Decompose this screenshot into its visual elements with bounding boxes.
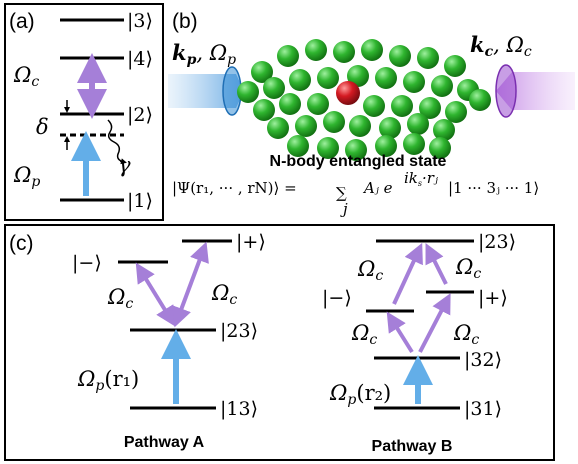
pathway-b-control-lower-right-arrow <box>418 293 451 353</box>
pathway-b-omega-c-lower-left: Ωc <box>351 321 377 348</box>
entangled-state-title: N-body entangled state <box>270 153 447 170</box>
green-atom <box>287 135 309 157</box>
green-atom <box>403 133 425 155</box>
green-atom <box>251 61 273 83</box>
green-atom <box>375 135 397 157</box>
equation-sum-symbol: ∑ <box>336 184 347 202</box>
panel-b-label: (b) <box>172 10 198 33</box>
green-atom <box>253 99 275 121</box>
green-atom <box>279 93 301 115</box>
panel-a-label: (a) <box>9 10 35 33</box>
pathway-a-23-label: |23⟩ <box>220 320 258 342</box>
pathway-b: |23⟩ |−⟩ |+⟩ |32⟩ |31⟩ Ωc Ωc Ωc Ωc Ωp(r₂… <box>322 231 516 455</box>
green-atom <box>444 55 466 77</box>
pathway-a-control-left-arrow <box>135 262 176 327</box>
green-atom <box>289 69 311 91</box>
green-atom <box>263 77 285 99</box>
green-atom <box>403 71 425 93</box>
pathway-a-13-label: |13⟩ <box>220 398 258 420</box>
pathway-b-plus-label: |+⟩ <box>478 287 508 309</box>
equation-amplitude: Aⱼ e <box>362 179 393 197</box>
green-atom <box>391 95 413 117</box>
green-atom <box>429 137 451 159</box>
state-equation: |Ψ(r₁, ··· , rN)⟩ = ∑ j Aⱼ e iks·rⱼ |1 ·… <box>172 169 539 218</box>
green-atom <box>277 45 299 67</box>
ket-4-label: |4⟩ <box>127 48 153 70</box>
green-atom <box>379 117 401 139</box>
panel-a-frame <box>4 3 164 221</box>
decay-wavy-arrow <box>107 119 127 165</box>
red-excited-atom <box>336 81 360 105</box>
delta-label: δ <box>36 115 49 139</box>
pathway-b-omega-c-upper-left: Ωc <box>357 257 383 284</box>
green-atom <box>323 111 345 133</box>
pathway-b-omega-c-upper-right: Ωc <box>455 255 481 282</box>
probe-k-omega-label: kp, Ωp <box>172 40 236 68</box>
pathway-b-control-upper-left-arrow <box>392 242 423 305</box>
green-atom <box>333 41 355 63</box>
pathway-a-omega-c-left: Ωc <box>107 285 133 312</box>
equation-ket: |1 ··· 3ⱼ ··· 1⟩ <box>448 179 539 197</box>
pathway-a-plus-label: |+⟩ <box>236 231 266 253</box>
pathway-a-omega-c-right: Ωc <box>211 281 237 308</box>
omega-p-label: Ωp <box>13 163 40 190</box>
pathway-a: |−⟩ |+⟩ |23⟩ |13⟩ Ωc Ωc Ωp(r₁) Pathway A <box>72 231 266 451</box>
pathway-b-control-upper-right-arrow <box>425 243 448 285</box>
green-atom <box>407 113 429 135</box>
panel-c: (c) |−⟩ |+⟩ |23⟩ |13⟩ Ωc Ωc Ωp(r₁) Pathw… <box>4 224 555 461</box>
pathway-b-32-label: |32⟩ <box>464 349 502 371</box>
green-atom <box>295 115 317 137</box>
green-atom <box>317 67 339 89</box>
equation-lhs: |Ψ(r₁, ··· , rN)⟩ = <box>172 179 297 197</box>
green-atom <box>433 119 455 141</box>
ket-3-label: |3⟩ <box>127 10 153 32</box>
control-k-omega-label: kc, Ωc <box>470 32 532 60</box>
green-atom <box>347 65 369 87</box>
green-atom <box>307 93 329 115</box>
pathway-b-control-lower-left-arrow <box>386 311 414 354</box>
green-atom <box>469 89 491 111</box>
pathway-b-23-label: |23⟩ <box>478 231 516 253</box>
pathway-a-caption: Pathway A <box>124 434 205 451</box>
green-atom <box>345 139 367 161</box>
green-atom <box>431 75 453 97</box>
green-atom <box>361 39 383 61</box>
green-atom <box>305 39 327 61</box>
pathway-b-minus-label: |−⟩ <box>322 287 352 309</box>
panel-c-label: (c) <box>9 232 34 255</box>
equation-sum-index: j <box>340 200 348 218</box>
pathway-b-omega-p-label: Ωp(r₂) <box>329 381 391 408</box>
atom-cloud <box>237 39 491 161</box>
omega-c-label: Ωc <box>13 63 39 90</box>
green-atom <box>375 67 397 89</box>
pathway-a-omega-p-label: Ωp(r₁) <box>77 367 139 394</box>
ket-1-label: |1⟩ <box>127 190 153 212</box>
panel-b: (b) kp, Ωp kc, Ωc N-body entangled state… <box>168 10 575 218</box>
panel-a: (a) |3⟩ |4⟩ |2⟩ |1⟩ Ωc Ωp δ γ <box>4 3 164 221</box>
gamma-label: γ <box>118 153 131 177</box>
green-atom <box>445 101 467 123</box>
equation-exponent: iks·rⱼ <box>404 169 438 188</box>
pathway-a-control-right-arrow <box>172 241 209 328</box>
pathway-b-omega-c-lower-right: Ωc <box>453 321 479 348</box>
green-atom <box>267 117 289 139</box>
green-atom <box>317 137 339 159</box>
green-atom <box>237 81 259 103</box>
green-atom <box>363 95 385 117</box>
green-atom <box>389 45 411 67</box>
ket-2-label: |2⟩ <box>127 104 153 126</box>
pathway-a-minus-label: |−⟩ <box>72 252 102 274</box>
green-atom <box>419 97 441 119</box>
pathway-b-caption: Pathway B <box>372 438 453 455</box>
green-atom <box>417 47 439 69</box>
pathway-b-31-label: |31⟩ <box>464 398 502 420</box>
control-lens <box>495 64 517 118</box>
panel-c-frame <box>4 224 555 461</box>
green-atom <box>349 115 371 137</box>
